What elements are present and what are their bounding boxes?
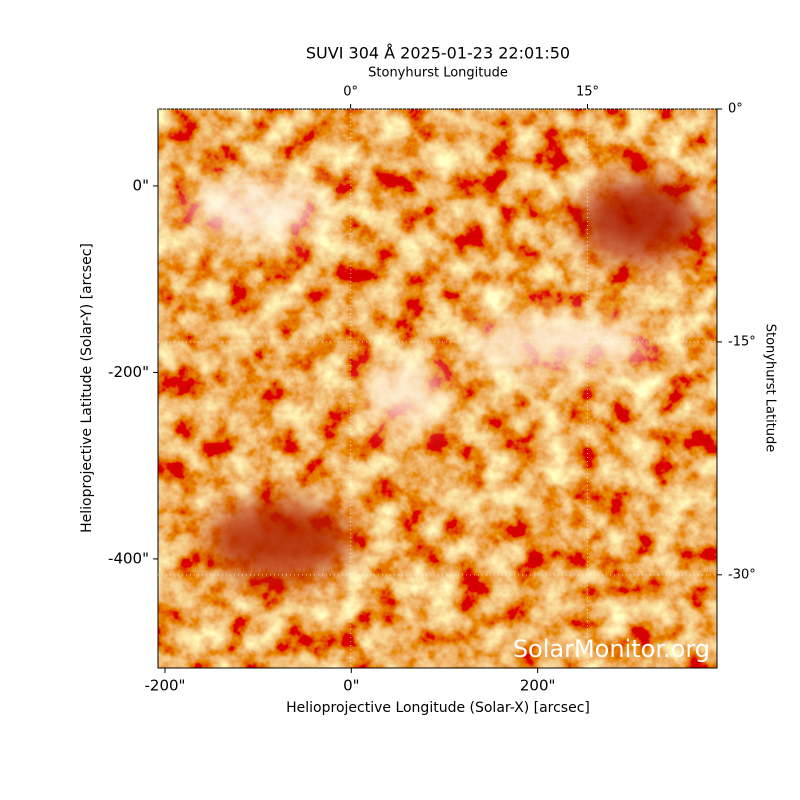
y-axis-label: Helioprojective Latitude (Solar-Y) [arcs… [79,243,95,533]
y-tick-label: -200" [108,363,149,381]
x-tick-label: 0" [343,677,359,695]
y-tick-label: 0" [133,176,149,194]
y2-tick-label: 0° [728,102,743,117]
plot-frame [157,108,718,669]
x-axis-label: Helioprojective Longitude (Solar-X) [arc… [286,700,590,716]
chart-title: SUVI 304 Å 2025-01-23 22:01:50 [306,44,570,63]
watermark: SolarMonitor.org [513,635,710,663]
x2-tick-label: 15° [576,85,599,100]
y2-tick-label: -30° [728,567,756,582]
y2-axis-label: Stonyhurst Latitude [763,324,778,453]
y-tick-label: -400" [108,549,149,567]
y2-tick-label: -15° [728,334,756,349]
solar-image [158,109,717,668]
x2-axis-label: Stonyhurst Longitude [368,66,508,81]
x-tick-label: -200" [145,677,186,695]
x-tick-label: 200" [520,677,556,695]
x2-tick-label: 0° [343,85,358,100]
